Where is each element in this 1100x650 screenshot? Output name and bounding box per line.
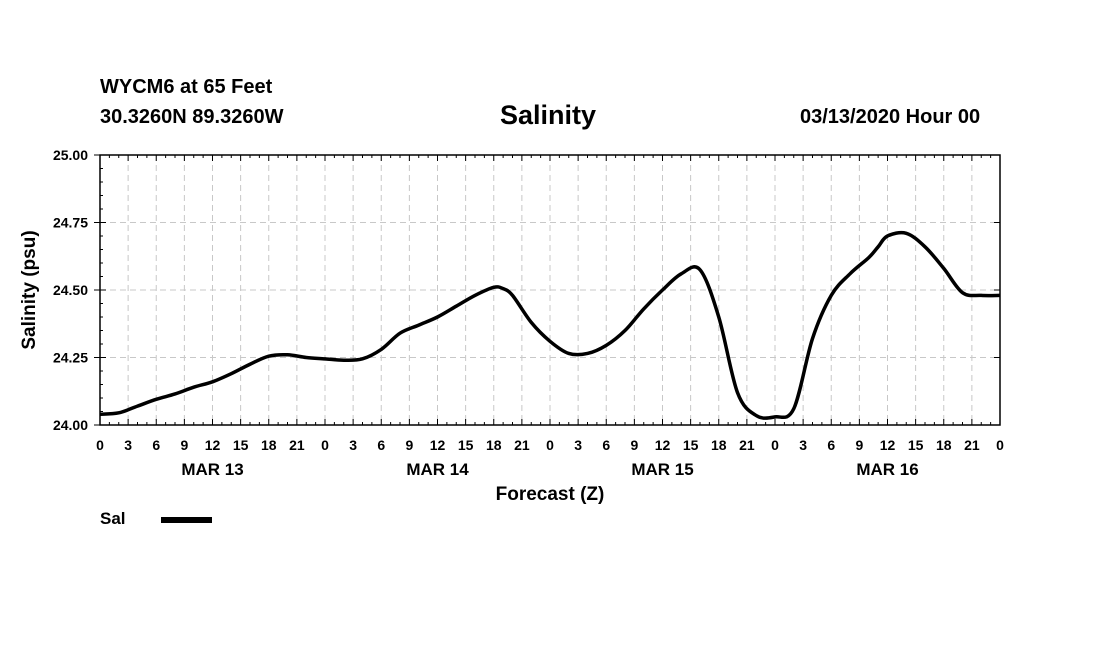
series-line-sal [99,230,1001,420]
y-tick-label: 25.00 [53,147,88,163]
x-axis-label: Forecast (Z) [496,484,605,505]
y-tick-label: 24.50 [53,282,88,298]
x-tick-label: 0 [996,437,1004,453]
x-tick-label: 0 [96,437,104,453]
x-tick-label: 3 [574,437,582,453]
x-tick-label: 3 [124,437,132,453]
date-label: MAR 15 [631,460,693,479]
x-tick-label: 6 [602,437,610,453]
legend-swatch [161,517,212,523]
x-tick-label: 6 [152,437,160,453]
x-tick-label: 12 [430,437,446,453]
x-tick-label: 18 [261,437,277,453]
date-label: MAR 14 [406,460,469,479]
date-label: MAR 13 [181,460,243,479]
x-tick-label: 15 [908,437,924,453]
y-tick-label: 24.00 [53,417,88,433]
x-tick-label: 18 [711,437,727,453]
x-tick-label: 12 [205,437,221,453]
plot-frame [99,154,1001,426]
x-tick-label: 15 [458,437,474,453]
x-tick-label: 12 [880,437,896,453]
x-tick-label: 21 [289,437,305,453]
x-tick-label: 21 [739,437,755,453]
x-tick-label: 18 [486,437,502,453]
x-tick-label: 9 [630,437,638,453]
y-tick-label: 24.75 [53,215,88,231]
x-tick-label: 15 [683,437,699,453]
x-tick-label: 6 [377,437,385,453]
coordinates-label: 30.3260N 89.3260W [100,106,284,128]
x-tick-label: 21 [964,437,980,453]
x-tick-label: 12 [655,437,671,453]
x-tick-label: 15 [233,437,249,453]
station-label: WYCM6 at 65 Feet [100,76,273,98]
y-tick-label: 24.25 [53,350,88,366]
x-tick-label: 21 [514,437,530,453]
run-time-label: 03/13/2020 Hour 00 [800,106,981,128]
y-axis-label: Salinity (psu) [19,230,40,349]
x-tick-label: 0 [546,437,554,453]
x-tick-label: 18 [936,437,952,453]
x-tick-label: 3 [799,437,807,453]
x-tick-label: 0 [321,437,329,453]
x-tick-label: 9 [855,437,863,453]
x-tick-label: 9 [405,437,413,453]
x-tick-label: 0 [771,437,779,453]
x-tick-label: 3 [349,437,357,453]
date-label: MAR 16 [856,460,918,479]
chart-title: Salinity [500,100,597,130]
x-tick-label: 6 [827,437,835,453]
x-tick-label: 9 [180,437,188,453]
legend-label: Sal [100,509,126,528]
